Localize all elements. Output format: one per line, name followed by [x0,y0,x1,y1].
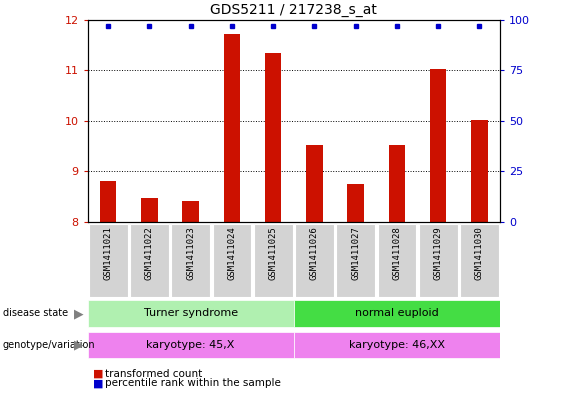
Bar [141,198,158,222]
Text: karyotype: 46,XX: karyotype: 46,XX [349,340,445,350]
Text: ▶: ▶ [74,307,84,320]
Text: ▶: ▶ [74,338,84,351]
Text: disease state: disease state [3,309,68,318]
Bar [471,120,488,222]
Bar [182,201,199,222]
Bar [224,34,240,222]
Title: GDS5211 / 217238_s_at: GDS5211 / 217238_s_at [210,3,377,17]
Bar [460,224,499,297]
Text: GSM1411028: GSM1411028 [393,226,401,280]
Text: Turner syndrome: Turner syndrome [144,309,238,318]
Text: percentile rank within the sample: percentile rank within the sample [105,378,280,388]
Text: genotype/variation: genotype/variation [3,340,95,350]
Text: GSM1411024: GSM1411024 [228,226,236,280]
Bar [100,180,116,222]
Bar [306,145,323,222]
Text: GSM1411027: GSM1411027 [351,226,360,280]
Bar [212,224,251,297]
Bar [171,224,210,297]
Bar [389,145,405,222]
Text: GSM1411021: GSM1411021 [104,226,112,280]
Bar [88,332,294,358]
Text: ■: ■ [93,369,104,379]
Bar [88,300,294,327]
Text: normal euploid: normal euploid [355,309,439,318]
Text: GSM1411030: GSM1411030 [475,226,484,280]
Bar [130,224,169,297]
Bar [294,332,500,358]
Bar [336,224,375,297]
Bar [89,224,128,297]
Bar [295,224,334,297]
Bar [419,224,458,297]
Text: GSM1411022: GSM1411022 [145,226,154,280]
Text: karyotype: 45,X: karyotype: 45,X [146,340,235,350]
Text: transformed count: transformed count [105,369,202,379]
Bar [347,184,364,222]
Text: GSM1411025: GSM1411025 [269,226,277,280]
Bar [265,53,281,222]
Bar [377,224,416,297]
Text: GSM1411023: GSM1411023 [186,226,195,280]
Bar [254,224,293,297]
Text: ■: ■ [93,378,104,388]
Bar [430,69,446,222]
Text: GSM1411029: GSM1411029 [434,226,442,280]
Text: GSM1411026: GSM1411026 [310,226,319,280]
Bar [294,300,500,327]
